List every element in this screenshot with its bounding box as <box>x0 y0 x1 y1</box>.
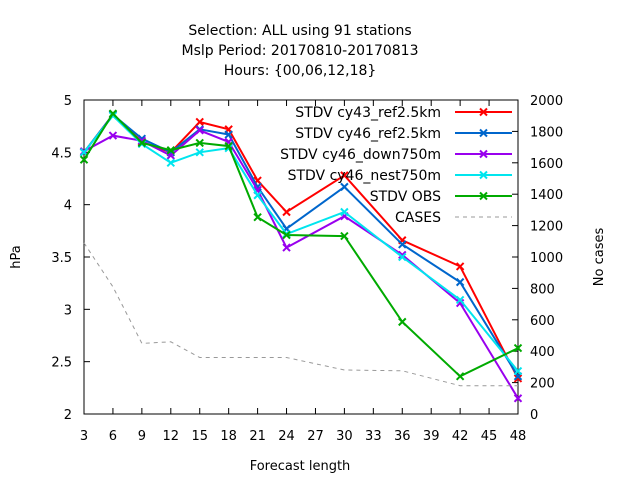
data-point <box>108 109 118 118</box>
series-stdv-obs <box>79 109 523 381</box>
data-point <box>253 191 262 200</box>
series-line <box>83 242 518 387</box>
data-point <box>282 230 291 240</box>
data-point <box>195 138 204 148</box>
y2-tick-label: 200 <box>530 377 555 392</box>
y-tick-label: 3.5 <box>51 251 72 266</box>
data-point <box>282 243 291 252</box>
series-layer <box>79 109 523 403</box>
x-axis-label: Forecast length <box>250 459 351 474</box>
data-point <box>455 298 465 308</box>
y2-tick-label: 400 <box>530 345 555 360</box>
legend-label: CASES <box>395 210 441 226</box>
data-point <box>455 295 465 305</box>
legend: STDV cy43_ref2.5km STDV cy46_ref2.5km STDV… <box>280 105 512 226</box>
data-point <box>398 317 407 327</box>
y-tick-label: 4 <box>64 199 72 214</box>
legend-marker <box>479 191 488 201</box>
y-axis-left: 2 2.5 3 3.5 4 4.5 5 <box>51 94 90 423</box>
legend-label: STDV cy46_nest750m <box>288 168 441 184</box>
x-tick-label: 39 <box>423 429 440 444</box>
data-point <box>166 158 176 168</box>
data-point <box>195 148 204 157</box>
title-line-3: Hours: {00,06,12,18} <box>224 63 377 79</box>
data-point <box>340 231 349 241</box>
data-point <box>137 138 147 148</box>
x-tick-label: 3 <box>80 429 88 444</box>
legend-marker <box>479 107 488 117</box>
data-point <box>455 262 465 271</box>
data-point <box>195 126 204 135</box>
legend-marker <box>479 128 488 138</box>
y-tick-label: 3 <box>64 303 72 318</box>
x-axis: 3 6 9 12 15 18 21 24 27 30 33 36 39 42 45 48 <box>80 100 526 444</box>
legend-marker <box>479 170 488 180</box>
series-line <box>83 111 519 378</box>
title-line-1: Selection: ALL using 91 stations <box>188 23 411 39</box>
data-point <box>166 146 176 155</box>
x-tick-label: 36 <box>394 429 411 444</box>
y2-tick-label: 1000 <box>530 251 563 266</box>
data-point <box>224 130 233 139</box>
y-tick-label: 2.5 <box>51 356 72 371</box>
data-point <box>79 155 89 164</box>
x-tick-label: 6 <box>109 429 117 444</box>
x-tick-label: 33 <box>365 429 382 444</box>
y2-tick-label: 800 <box>530 282 555 297</box>
series-cases <box>83 242 518 387</box>
y2-tick-label: 1200 <box>530 220 563 235</box>
data-point <box>108 131 118 140</box>
x-tick-label: 42 <box>452 429 469 444</box>
x-tick-label: 9 <box>138 429 146 444</box>
x-tick-label: 45 <box>481 429 498 444</box>
y2-tick-label: 600 <box>530 314 555 329</box>
data-point <box>253 213 262 222</box>
y2-tick-label: 0 <box>530 408 538 423</box>
title-line-2: Mslp Period: 20170810-20170813 <box>182 43 419 59</box>
data-point <box>340 182 349 192</box>
x-tick-label: 21 <box>249 429 266 444</box>
y2-tick-label: 1400 <box>530 188 563 203</box>
y-tick-label: 4.5 <box>51 146 72 161</box>
series-line <box>83 113 519 377</box>
y2-tick-label: 1800 <box>530 125 563 140</box>
y2-axis-label: No cases <box>592 228 607 287</box>
x-tick-label: 24 <box>278 429 295 444</box>
y2-tick-label: 2000 <box>530 94 563 109</box>
data-point <box>513 394 523 403</box>
y-tick-label: 2 <box>64 408 72 423</box>
data-point <box>398 240 407 249</box>
x-tick-label: 12 <box>163 429 180 444</box>
x-tick-label: 48 <box>510 429 527 444</box>
y-axis-right: 0 200 400 600 800 1000 1200 1400 1600 1800 2000 <box>512 94 563 423</box>
data-point <box>195 117 204 127</box>
y-axis-label: hPa <box>9 245 24 268</box>
x-tick-label: 27 <box>307 429 324 444</box>
data-point <box>282 207 291 217</box>
data-point <box>398 250 407 260</box>
data-point <box>513 374 523 383</box>
data-point <box>224 141 233 151</box>
y2-tick-label: 1600 <box>530 157 563 172</box>
legend-label: STDV cy43_ref2.5km <box>295 105 441 121</box>
x-tick-label: 15 <box>191 429 208 444</box>
x-tick-label: 30 <box>336 429 353 444</box>
data-point <box>340 207 349 217</box>
legend-marker <box>479 149 488 159</box>
legend-label: STDV cy46_down750m <box>280 147 441 163</box>
data-point <box>340 171 349 180</box>
data-point <box>455 372 465 381</box>
x-tick-label: 18 <box>220 429 237 444</box>
chart-title: Selection: ALL using 91 stations Mslp Pe… <box>182 23 419 79</box>
legend-label: STDV OBS <box>370 189 441 205</box>
data-point <box>398 252 407 262</box>
data-point <box>513 343 523 353</box>
data-point <box>455 277 465 287</box>
y-tick-label: 5 <box>64 94 72 109</box>
data-point <box>513 366 523 376</box>
legend-label: STDV cy46_ref2.5km <box>295 126 441 142</box>
